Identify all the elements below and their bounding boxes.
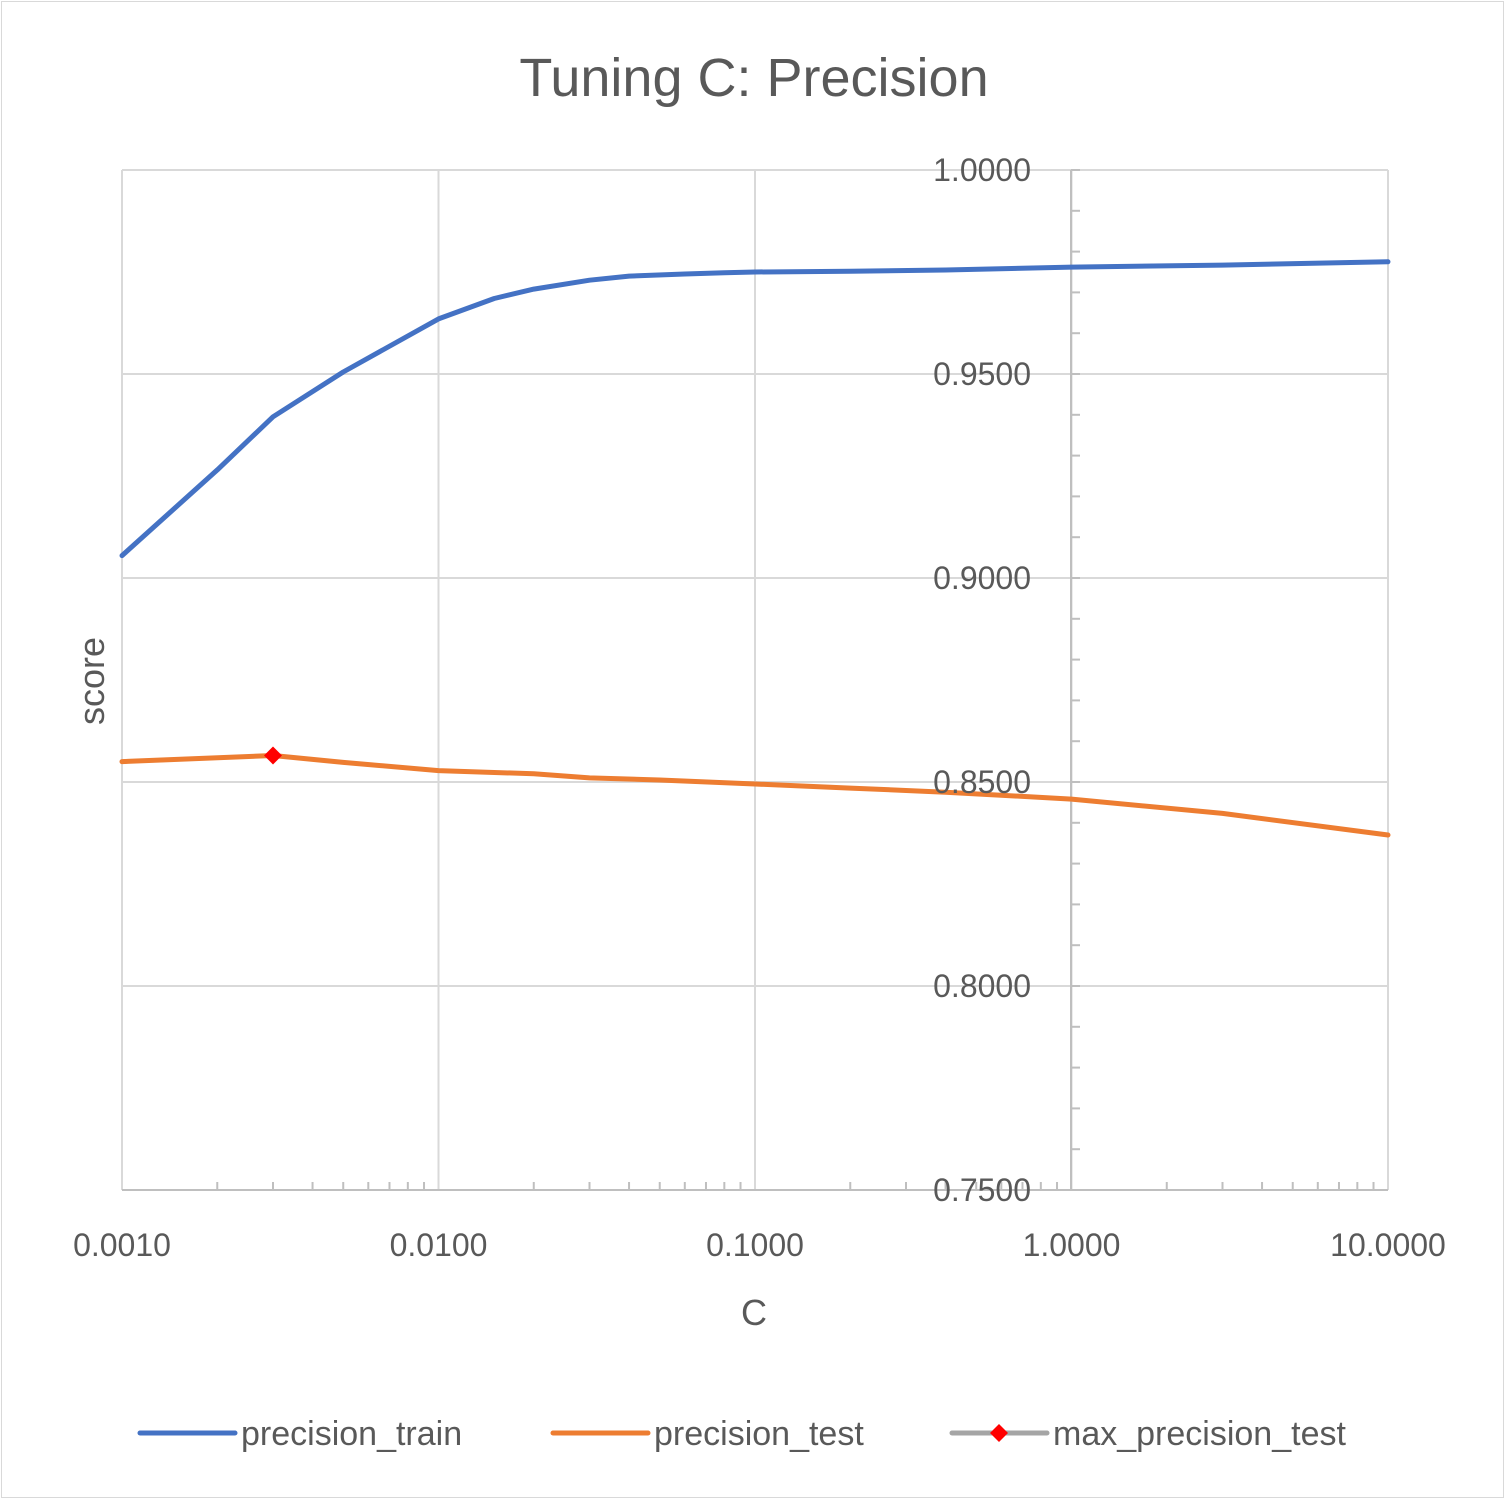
x-axis-title: C xyxy=(741,1292,767,1333)
legend-label-precision_train: precision_train xyxy=(241,1415,462,1453)
y-tick-label: 0.8500 xyxy=(933,764,1031,800)
y-axis-title: score xyxy=(71,637,112,725)
data-point-max_precision_test xyxy=(264,746,283,765)
x-tick-label: 0.0010 xyxy=(73,1227,171,1263)
gridlines xyxy=(121,169,1389,1191)
minor-ticks xyxy=(216,169,1375,1191)
x-tick-labels: 0.0010 0.0100 0.1000 1.0000 10.0000 xyxy=(73,1227,1446,1263)
y-tick-label: 0.8000 xyxy=(933,968,1031,1004)
legend-label-max_precision_test: max_precision_test xyxy=(1053,1415,1346,1453)
x-tick-label: 1.0000 xyxy=(1023,1227,1121,1263)
x-tick-label: 0.1000 xyxy=(706,1227,804,1263)
series-line-precision_test xyxy=(119,753,1391,838)
legend-marker-max_precision_test xyxy=(990,1424,1008,1442)
y-tick-label: 1.0000 xyxy=(933,152,1031,188)
y-tick-label: 0.9000 xyxy=(933,560,1031,596)
y-tick-label: 0.7500 xyxy=(933,1172,1031,1208)
x-tick-label: 10.0000 xyxy=(1330,1227,1446,1263)
chart-title: Tuning C: Precision xyxy=(519,48,988,108)
series-layer xyxy=(119,259,1391,838)
y-tick-labels: 0.7500 0.8000 0.8500 0.9000 0.9500 1.0000 xyxy=(933,152,1031,1208)
legend-label-precision_test: precision_test xyxy=(654,1415,864,1453)
legend: precision_train precision_test max_precisi… xyxy=(137,1415,1346,1453)
y-tick-label: 0.9500 xyxy=(933,356,1031,392)
series-line-precision_train xyxy=(119,259,1391,559)
x-tick-label: 0.0100 xyxy=(390,1227,488,1263)
